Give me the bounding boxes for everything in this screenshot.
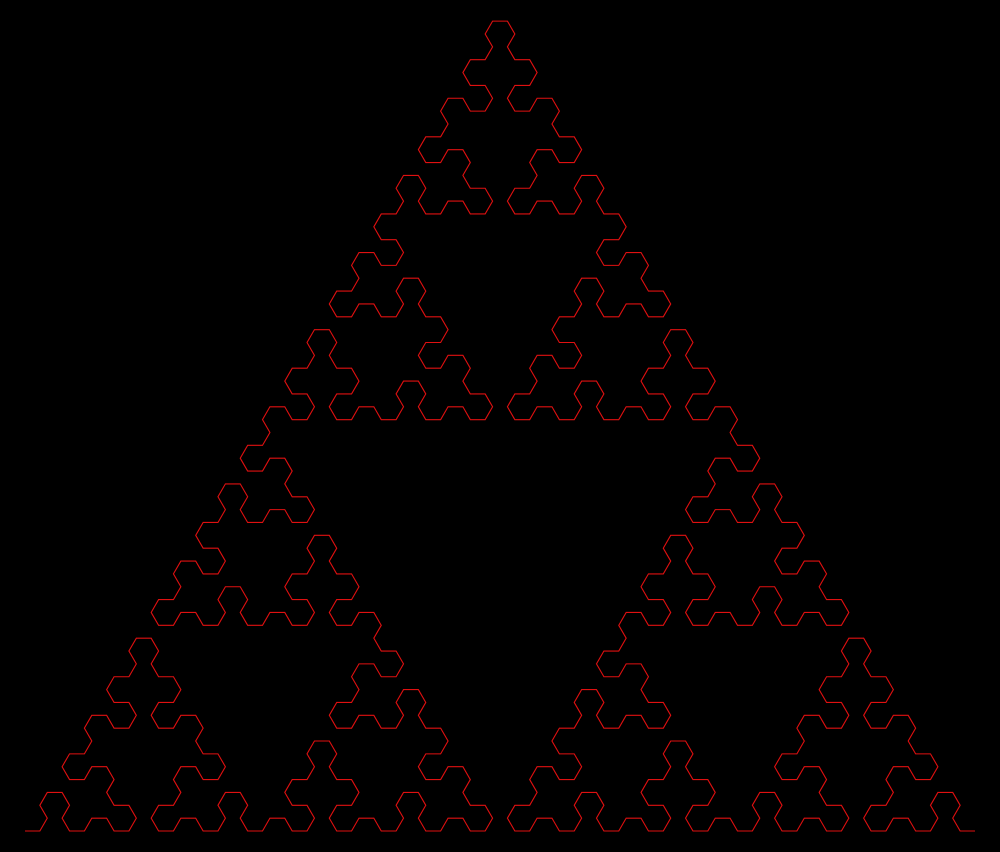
sierpinski-arrowhead-curve <box>25 20 975 832</box>
